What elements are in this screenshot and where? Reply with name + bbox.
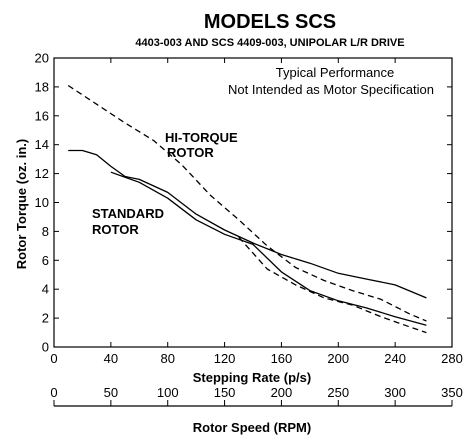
y-tick-label: 6 (42, 253, 49, 268)
y-tick-label: 10 (35, 195, 49, 210)
series-line-3 (110, 171, 427, 326)
y-tick-label: 16 (35, 108, 49, 123)
x-tick-label: 160 (271, 351, 293, 366)
series-lines (67, 84, 427, 334)
x-tick-label: 0 (50, 351, 57, 366)
y-tick-label: 20 (35, 51, 49, 66)
series-label-standard-line-1: STANDARD (92, 206, 164, 221)
series-label-hi-torque-line-2: ROTOR (167, 145, 214, 160)
y-tick-label: 2 (42, 311, 49, 326)
series-line-2 (68, 149, 427, 299)
secondary-axis-ticks: 0 50 100 150 200 250 300 350 (50, 385, 463, 406)
x-tick-label: 80 (160, 351, 174, 366)
series-label-hi-torque-line-1: HI-TORQUE (165, 130, 238, 145)
secondary-tick-label: 350 (441, 385, 463, 400)
annotation-line-1: Typical Performance (276, 65, 395, 80)
x-axis-ticks: 0 40 80 120 160 200 240 280 (50, 58, 463, 366)
secondary-tick-label: 300 (384, 385, 406, 400)
plot-frame (53, 57, 453, 348)
secondary-tick-label: 150 (214, 385, 236, 400)
secondary-tick-label: 200 (271, 385, 293, 400)
secondary-tick-label: 50 (104, 385, 118, 400)
x-tick-label: 240 (384, 351, 406, 366)
y-tick-label: 0 (42, 340, 49, 355)
annotation-line-2: Not Intended as Motor Specification (228, 82, 434, 97)
main-axes (53, 57, 453, 348)
x-axis-label: Stepping Rate (p/s) (193, 370, 311, 385)
series-line-0 (67, 84, 427, 322)
y-axis-label: Rotor Torque (oz. in.) (14, 139, 29, 269)
y-tick-label: 4 (42, 282, 49, 297)
chart-title: MODELS SCS (204, 11, 336, 33)
y-axis-ticks: 0 2 4 6 8 10 12 14 16 18 20 (35, 51, 452, 355)
x-tick-label: 200 (327, 351, 349, 366)
x-tick-label: 40 (104, 351, 118, 366)
chart-subtitle: 4403-003 AND SCS 4409-003, UNIPOLAR L/R … (135, 37, 404, 49)
secondary-axis-label: Rotor Speed (RPM) (193, 420, 311, 435)
y-tick-label: 18 (35, 79, 49, 94)
secondary-tick-label: 0 (50, 385, 57, 400)
y-tick-label: 14 (35, 137, 49, 152)
x-tick-label: 120 (214, 351, 236, 366)
series-line-1 (238, 236, 427, 334)
secondary-tick-label: 100 (157, 385, 179, 400)
x-tick-label: 280 (441, 351, 463, 366)
secondary-tick-label: 250 (327, 385, 349, 400)
y-tick-label: 8 (42, 224, 49, 239)
series-label-standard-line-2: ROTOR (92, 222, 139, 237)
y-tick-label: 12 (35, 166, 49, 181)
